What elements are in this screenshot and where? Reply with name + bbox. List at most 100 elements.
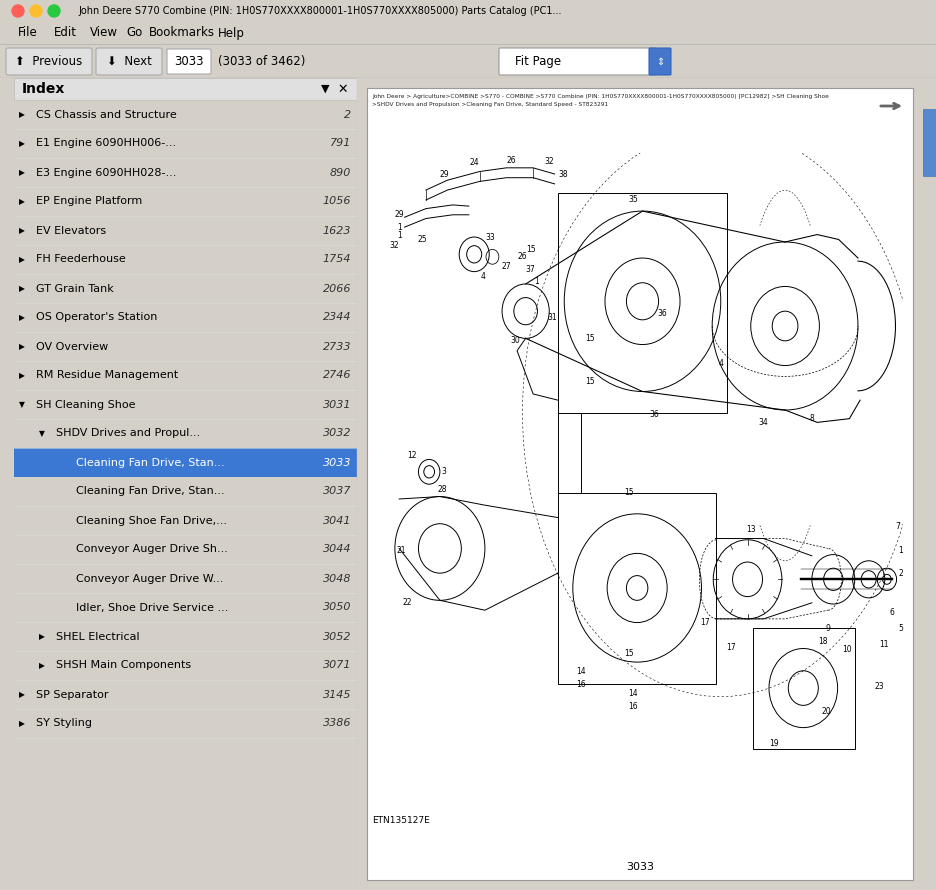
- Text: 3033: 3033: [322, 457, 351, 467]
- Text: 26: 26: [517, 252, 527, 262]
- Text: ▶: ▶: [19, 197, 25, 206]
- Text: ▶: ▶: [19, 226, 25, 235]
- Text: 2066: 2066: [322, 284, 351, 294]
- Bar: [14, 448, 357, 477]
- Bar: [557, 493, 716, 684]
- Text: 15: 15: [623, 489, 633, 498]
- Text: 1056: 1056: [322, 197, 351, 206]
- Text: 16: 16: [576, 680, 586, 689]
- Text: 22: 22: [402, 598, 412, 607]
- Text: EV Elevators: EV Elevators: [36, 225, 106, 236]
- Text: 2344: 2344: [322, 312, 351, 322]
- Text: 1623: 1623: [322, 225, 351, 236]
- Text: Go: Go: [125, 27, 142, 39]
- Text: ETN135127E: ETN135127E: [372, 816, 430, 825]
- Text: 32: 32: [388, 241, 398, 250]
- Text: 20: 20: [820, 707, 829, 716]
- Circle shape: [12, 5, 24, 17]
- Text: 3044: 3044: [322, 545, 351, 554]
- Text: SHEL Electrical: SHEL Electrical: [56, 632, 139, 642]
- FancyBboxPatch shape: [922, 109, 936, 176]
- Text: 36: 36: [656, 309, 665, 318]
- Text: E3 Engine 6090HH028-...: E3 Engine 6090HH028-...: [36, 167, 176, 177]
- Text: 29: 29: [394, 210, 403, 219]
- Text: 3041: 3041: [322, 515, 351, 525]
- Text: 33: 33: [485, 232, 494, 241]
- Text: 16: 16: [627, 702, 637, 711]
- Text: 25: 25: [417, 235, 427, 244]
- Bar: [14, 78, 357, 100]
- Text: ▶: ▶: [19, 690, 25, 699]
- Text: John Deere > Agriculture>COMBINE >S770 - COMBINE >S770 Combine (PIN: 1H0S770XXXX: John Deere > Agriculture>COMBINE >S770 -…: [372, 94, 828, 99]
- Text: 2733: 2733: [322, 342, 351, 352]
- Text: E1 Engine 6090HH006-...: E1 Engine 6090HH006-...: [36, 139, 176, 149]
- Text: >SHDV Drives and Propulsion >Cleaning Fan Drive, Standard Speed - ST823291: >SHDV Drives and Propulsion >Cleaning Fa…: [372, 102, 607, 107]
- Text: File: File: [18, 27, 37, 39]
- Text: 9: 9: [825, 624, 829, 634]
- Text: 4: 4: [480, 272, 485, 281]
- Text: ▶: ▶: [39, 632, 45, 641]
- Text: 1: 1: [534, 277, 538, 286]
- Text: 23: 23: [873, 683, 884, 692]
- Text: 31: 31: [547, 313, 557, 322]
- Text: 24: 24: [469, 158, 478, 167]
- Text: ▶: ▶: [19, 371, 25, 380]
- Text: 3033: 3033: [625, 862, 653, 872]
- Text: SHSH Main Components: SHSH Main Components: [56, 660, 191, 670]
- Text: View: View: [90, 27, 118, 39]
- Text: ⇕: ⇕: [655, 56, 664, 67]
- Text: 15: 15: [623, 649, 633, 658]
- Text: 12: 12: [407, 451, 417, 460]
- Text: 21: 21: [396, 546, 405, 555]
- Text: 10: 10: [841, 645, 851, 654]
- Text: 15: 15: [585, 334, 594, 343]
- Text: 13: 13: [745, 525, 754, 534]
- Text: 2: 2: [898, 569, 902, 578]
- Text: ✕: ✕: [337, 83, 348, 95]
- Text: Conveyor Auger Drive Sh...: Conveyor Auger Drive Sh...: [76, 545, 227, 554]
- Text: 14: 14: [576, 668, 586, 676]
- Text: 890: 890: [329, 167, 351, 177]
- Text: ▶: ▶: [19, 139, 25, 148]
- Text: OS Operator's Station: OS Operator's Station: [36, 312, 157, 322]
- Text: ▼: ▼: [39, 429, 45, 438]
- Text: Cleaning Fan Drive, Stan...: Cleaning Fan Drive, Stan...: [76, 487, 225, 497]
- Text: 3145: 3145: [322, 690, 351, 700]
- Text: 17: 17: [726, 643, 736, 651]
- Bar: [557, 192, 726, 412]
- Text: GT Grain Tank: GT Grain Tank: [36, 284, 113, 294]
- Circle shape: [30, 5, 42, 17]
- Text: 3071: 3071: [322, 660, 351, 670]
- Text: ▶: ▶: [19, 342, 25, 351]
- FancyBboxPatch shape: [6, 48, 92, 75]
- Text: 34: 34: [758, 418, 768, 427]
- Text: ▼: ▼: [320, 84, 329, 94]
- Text: ▶: ▶: [39, 661, 45, 670]
- Text: 14: 14: [627, 689, 637, 698]
- Text: John Deere S770 Combine (PIN: 1H0S770XXXX800001-1H0S770XXXX805000) Parts Catalog: John Deere S770 Combine (PIN: 1H0S770XXX…: [78, 6, 561, 16]
- Text: Help: Help: [217, 27, 244, 39]
- Text: 32: 32: [544, 158, 553, 166]
- Bar: [753, 627, 854, 748]
- FancyBboxPatch shape: [95, 48, 162, 75]
- Text: Conveyor Auger Drive W...: Conveyor Auger Drive W...: [76, 573, 223, 584]
- Text: 6: 6: [889, 608, 894, 617]
- Text: Idler, Shoe Drive Service ...: Idler, Shoe Drive Service ...: [76, 603, 228, 612]
- Text: Cleaning Fan Drive, Stan...: Cleaning Fan Drive, Stan...: [76, 457, 225, 467]
- Text: 15: 15: [526, 245, 535, 254]
- Text: 1: 1: [898, 546, 902, 555]
- Text: 1754: 1754: [322, 255, 351, 264]
- Text: 7: 7: [894, 522, 899, 530]
- Text: Bookmarks: Bookmarks: [149, 27, 214, 39]
- Text: 3032: 3032: [322, 428, 351, 439]
- Text: 36: 36: [649, 410, 658, 419]
- Text: 1: 1: [396, 231, 402, 240]
- FancyBboxPatch shape: [499, 48, 655, 75]
- Text: CS Chassis and Structure: CS Chassis and Structure: [36, 109, 177, 119]
- Text: 15: 15: [585, 377, 594, 386]
- Text: 3386: 3386: [322, 718, 351, 729]
- Text: 8: 8: [809, 414, 813, 423]
- Text: Cleaning Shoe Fan Drive,...: Cleaning Shoe Fan Drive,...: [76, 515, 227, 525]
- Text: 5: 5: [898, 624, 902, 634]
- Text: 38: 38: [558, 169, 567, 179]
